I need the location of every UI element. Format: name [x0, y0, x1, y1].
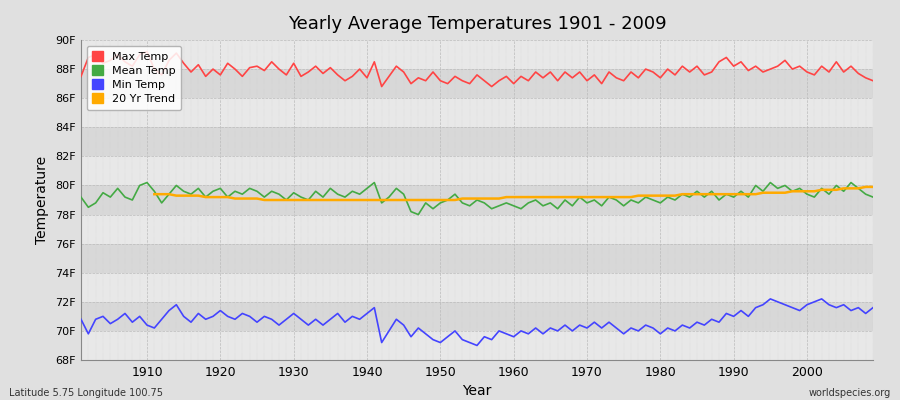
Bar: [81, 302, 873, 331]
Y-axis label: Temperature: Temperature: [35, 156, 50, 244]
Text: worldspecies.org: worldspecies.org: [809, 388, 891, 398]
Bar: [81, 127, 873, 156]
Bar: [81, 186, 873, 214]
Title: Yearly Average Temperatures 1901 - 2009: Yearly Average Temperatures 1901 - 2009: [288, 15, 666, 33]
Legend: Max Temp, Mean Temp, Min Temp, 20 Yr Trend: Max Temp, Mean Temp, Min Temp, 20 Yr Tre…: [86, 46, 181, 110]
Bar: [81, 98, 873, 127]
Bar: [81, 156, 873, 186]
X-axis label: Year: Year: [463, 384, 491, 398]
Bar: [81, 69, 873, 98]
Bar: [81, 331, 873, 360]
Bar: [81, 244, 873, 273]
Bar: [81, 214, 873, 244]
Bar: [81, 273, 873, 302]
Text: Latitude 5.75 Longitude 100.75: Latitude 5.75 Longitude 100.75: [9, 388, 163, 398]
Bar: [81, 40, 873, 69]
